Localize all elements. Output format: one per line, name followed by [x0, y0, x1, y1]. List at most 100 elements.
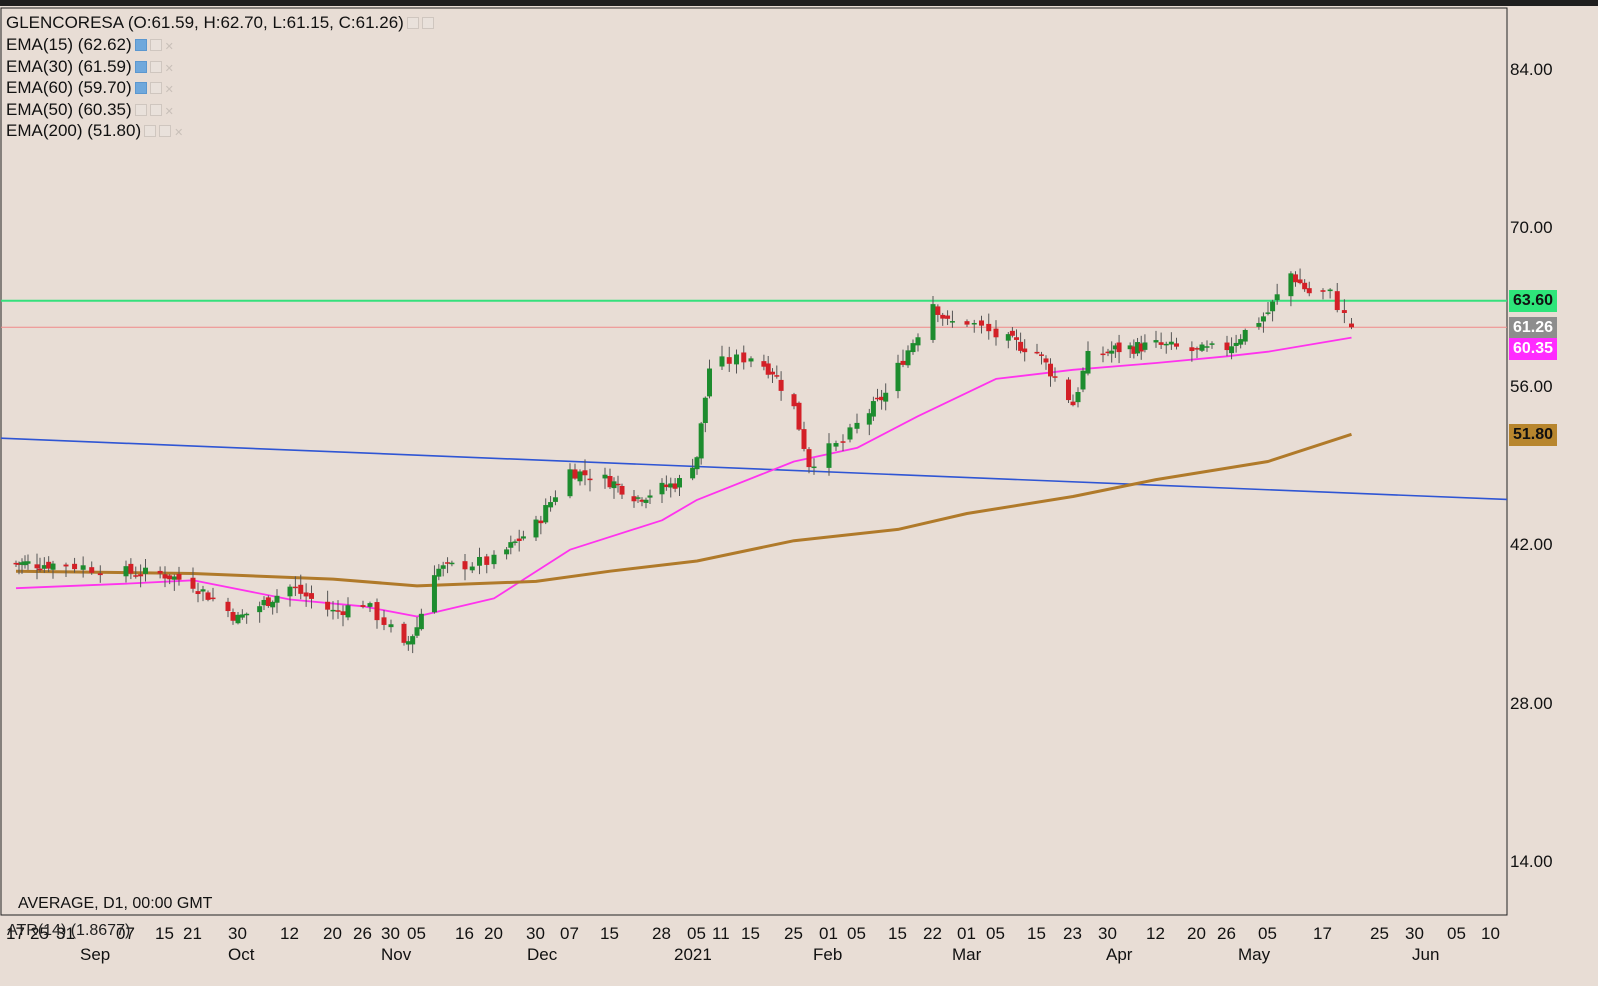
candle[interactable] — [1327, 288, 1333, 299]
candle[interactable] — [309, 585, 314, 609]
candle[interactable] — [971, 319, 977, 333]
candle[interactable] — [414, 616, 420, 638]
candle[interactable] — [1052, 367, 1058, 382]
candle[interactable] — [964, 319, 970, 328]
candle[interactable] — [418, 608, 424, 631]
candle[interactable] — [1163, 341, 1169, 354]
ema200-line[interactable] — [15, 432, 1352, 588]
candle[interactable] — [1009, 327, 1015, 338]
candle[interactable] — [410, 634, 416, 654]
candle[interactable] — [230, 608, 236, 625]
candle[interactable] — [367, 601, 373, 612]
candle[interactable] — [235, 611, 241, 625]
candle[interactable] — [719, 345, 725, 370]
candle[interactable] — [870, 396, 876, 421]
candle[interactable] — [89, 561, 95, 575]
candle[interactable] — [993, 320, 999, 346]
candle[interactable] — [615, 475, 621, 493]
candle[interactable] — [854, 413, 860, 434]
candle[interactable] — [1189, 341, 1195, 362]
candle[interactable] — [1242, 328, 1248, 345]
candle[interactable] — [516, 529, 522, 552]
legend-ema60[interactable]: EMA(60) (59.70) ✕ — [6, 78, 174, 98]
candle[interactable] — [477, 547, 482, 575]
candle[interactable] — [298, 574, 304, 600]
candle[interactable] — [690, 458, 696, 481]
candle[interactable] — [388, 619, 394, 633]
candle[interactable] — [567, 463, 573, 499]
candle[interactable] — [449, 560, 455, 567]
candle[interactable] — [619, 483, 625, 500]
candle[interactable] — [225, 597, 231, 618]
candle[interactable] — [37, 557, 43, 573]
candle[interactable] — [572, 463, 578, 480]
candle[interactable] — [303, 583, 309, 607]
candle[interactable] — [445, 557, 451, 574]
candle[interactable] — [13, 560, 19, 568]
candle[interactable] — [167, 574, 173, 585]
candle[interactable] — [244, 612, 250, 624]
candle[interactable] — [360, 600, 366, 609]
eye-icon[interactable] — [144, 125, 157, 137]
candle[interactable] — [607, 468, 613, 490]
candle[interactable] — [1174, 337, 1179, 350]
candle[interactable] — [491, 550, 497, 569]
candle[interactable] — [1270, 299, 1276, 322]
candle[interactable] — [883, 383, 889, 411]
candle[interactable] — [698, 421, 704, 465]
candle[interactable] — [34, 553, 40, 580]
candle[interactable] — [22, 555, 28, 569]
candle[interactable] — [1224, 335, 1230, 357]
candle[interactable] — [239, 609, 245, 620]
candle[interactable] — [274, 589, 280, 614]
candle[interactable] — [292, 576, 298, 597]
close-icon[interactable] — [421, 17, 434, 29]
candle[interactable] — [205, 590, 211, 602]
candle[interactable] — [1306, 281, 1312, 297]
candle[interactable] — [895, 354, 901, 399]
candle[interactable] — [875, 388, 880, 402]
legend-ema200[interactable]: EMA(200) (51.80) ✕ — [6, 121, 183, 141]
candle[interactable] — [635, 495, 641, 503]
candle[interactable] — [1109, 341, 1115, 363]
candle[interactable] — [405, 635, 411, 651]
candle[interactable] — [761, 354, 767, 371]
candle[interactable] — [469, 562, 475, 574]
candle[interactable] — [1116, 334, 1122, 364]
candle[interactable] — [1293, 271, 1298, 287]
candle[interactable] — [41, 557, 47, 573]
candle[interactable] — [602, 467, 608, 489]
candle[interactable] — [582, 459, 588, 486]
candle[interactable] — [1005, 332, 1011, 349]
candle[interactable] — [345, 597, 351, 621]
candle[interactable] — [138, 564, 144, 588]
candle[interactable] — [734, 349, 739, 374]
candle[interactable] — [587, 468, 593, 492]
candle[interactable] — [97, 565, 103, 583]
candle[interactable] — [900, 349, 906, 368]
candle[interactable] — [157, 566, 163, 579]
candle[interactable] — [694, 456, 700, 475]
candle[interactable] — [1349, 318, 1354, 330]
legend-ema15[interactable]: EMA(15) (62.62) ✕ — [6, 35, 174, 55]
candle[interactable] — [46, 556, 52, 573]
settings-icon[interactable] — [149, 82, 162, 94]
candle[interactable] — [16, 561, 22, 575]
legend-ema50[interactable]: EMA(50) (60.35) ✕ — [6, 100, 174, 120]
candle[interactable] — [1229, 337, 1235, 360]
candle[interactable] — [1070, 394, 1076, 407]
candle[interactable] — [1034, 343, 1040, 355]
candle[interactable] — [643, 497, 649, 509]
candle[interactable] — [325, 590, 331, 617]
candle[interactable] — [200, 585, 206, 602]
candle[interactable] — [195, 582, 201, 603]
candle[interactable] — [1100, 346, 1106, 363]
candle[interactable] — [1199, 342, 1205, 353]
candle[interactable] — [440, 561, 446, 577]
candle[interactable] — [774, 365, 780, 379]
legend-ema30[interactable]: EMA(30) (61.59) ✕ — [6, 57, 174, 77]
candle[interactable] — [176, 566, 182, 586]
candle[interactable] — [143, 558, 148, 582]
candle[interactable] — [1135, 337, 1141, 357]
candle[interactable] — [330, 601, 336, 620]
